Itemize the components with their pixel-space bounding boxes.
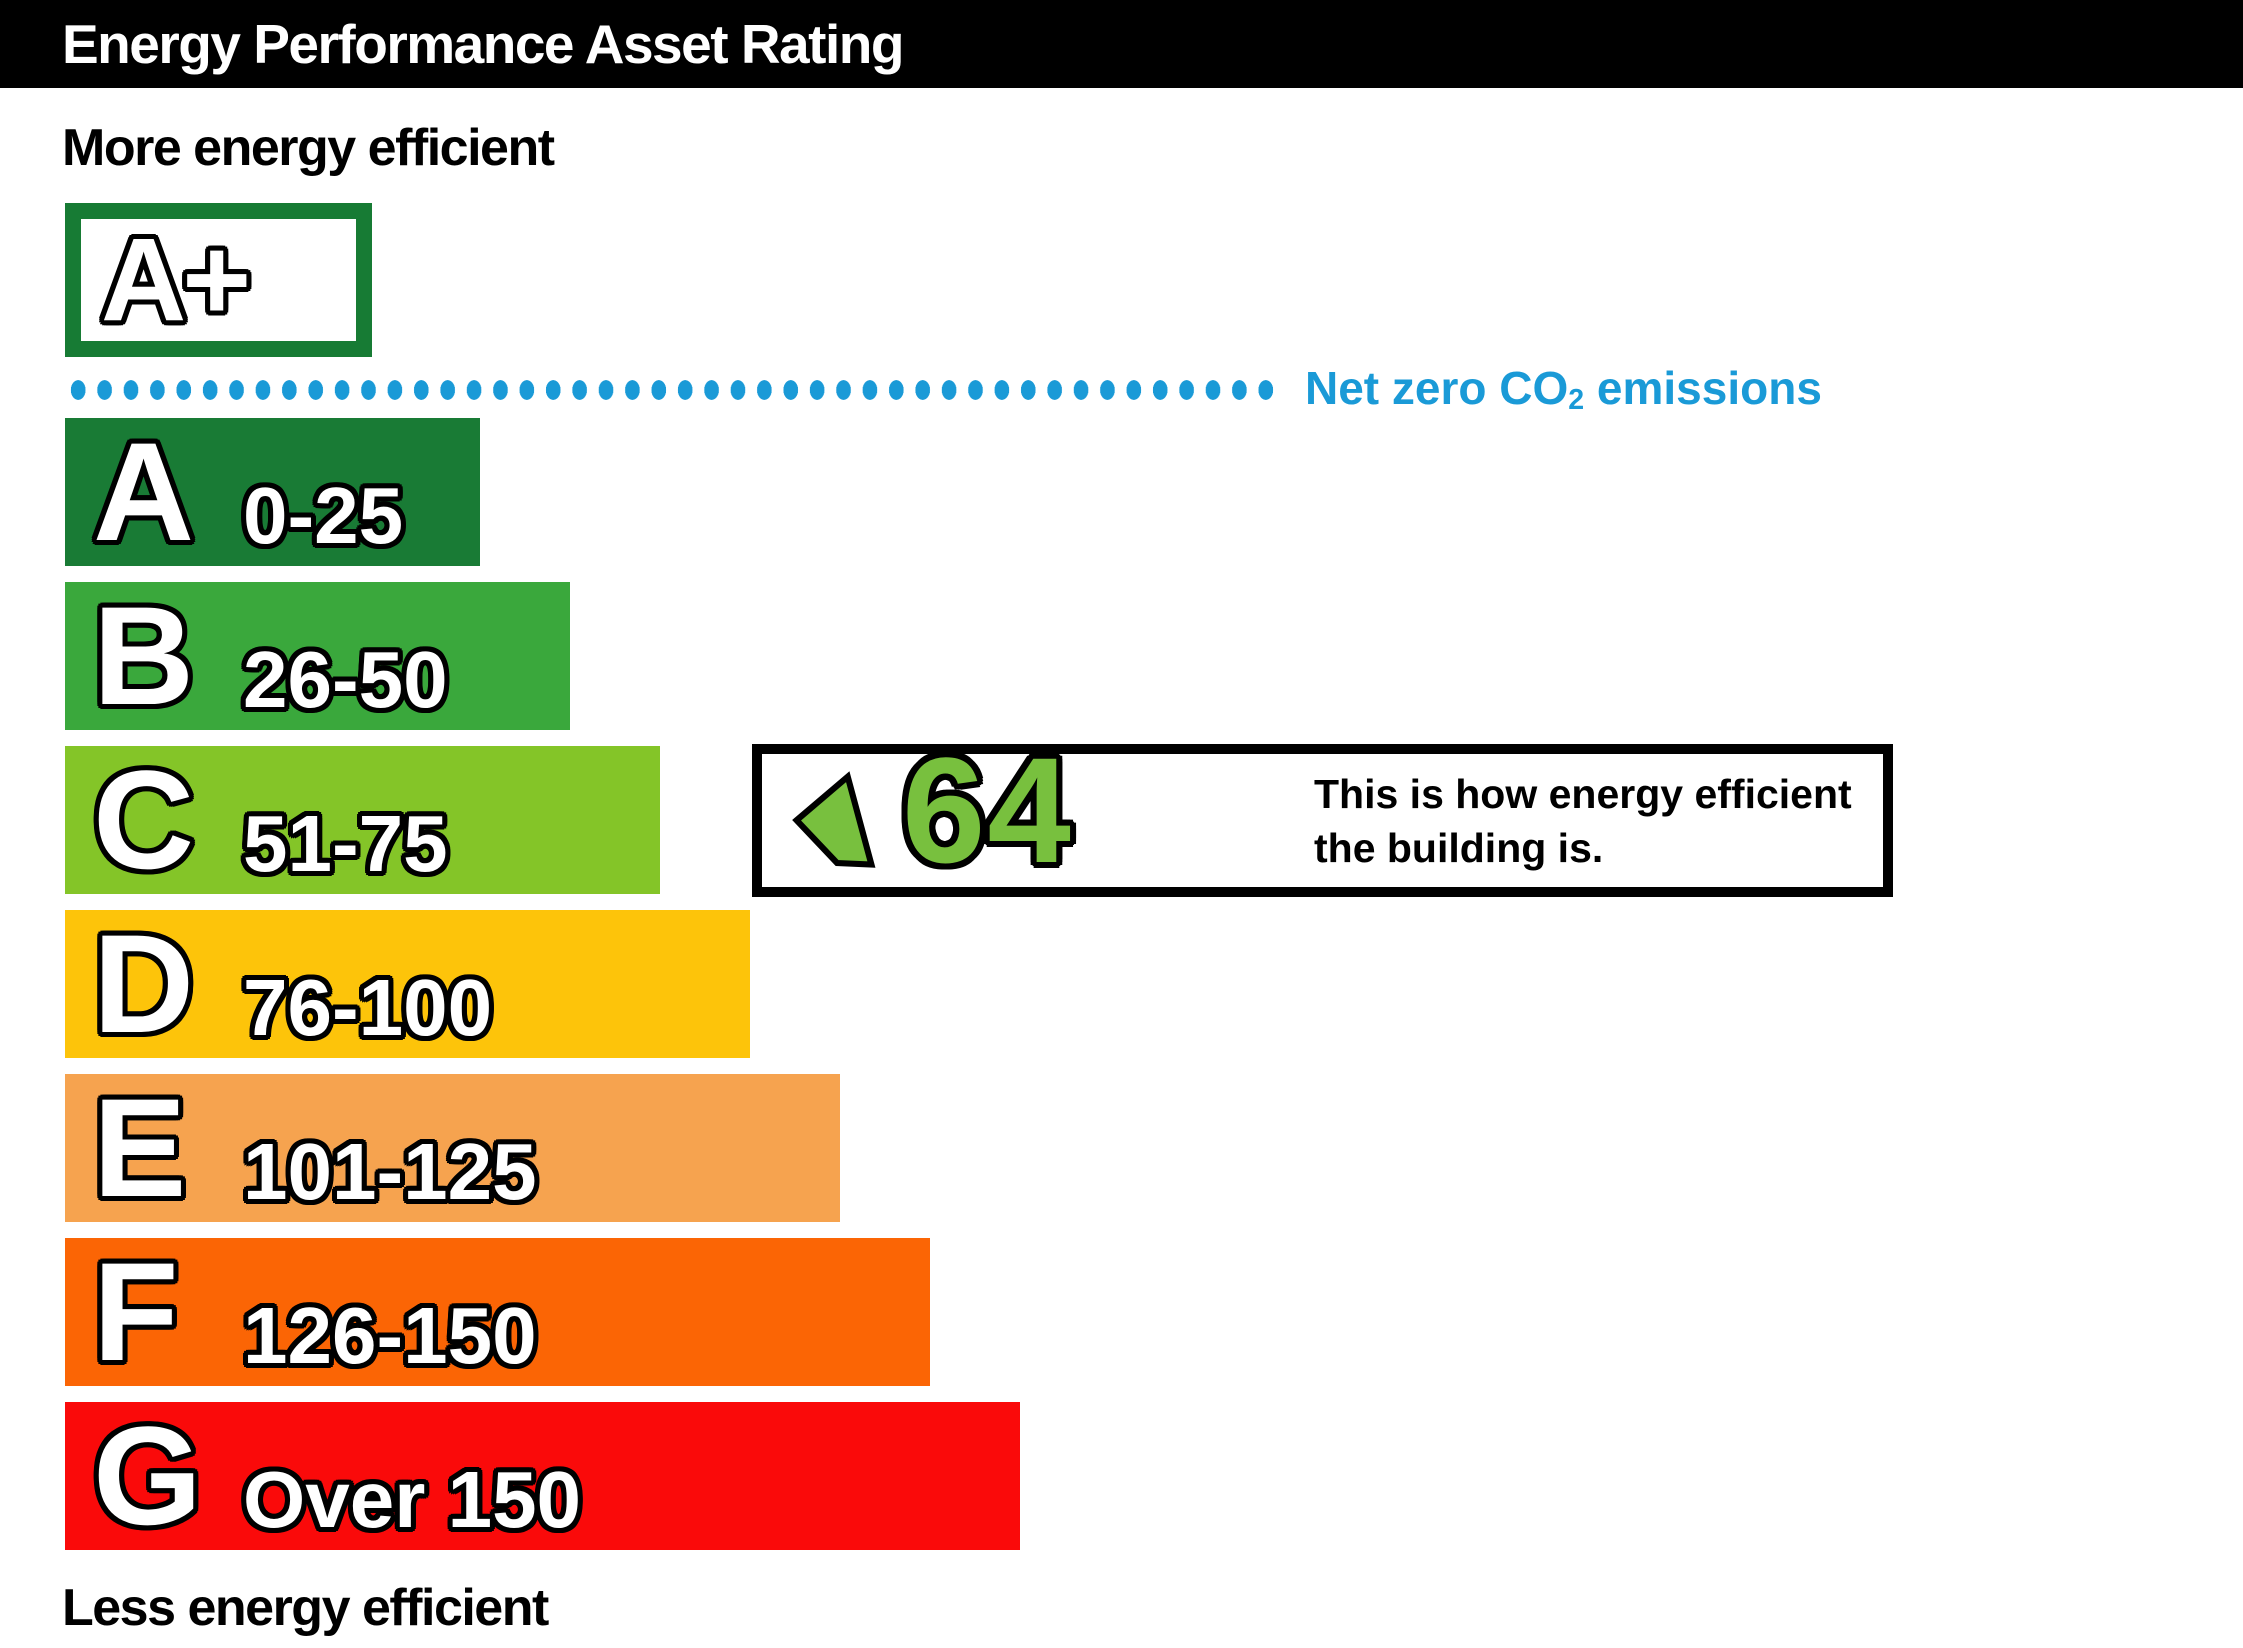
band-a-range: 0-25 [243, 471, 404, 560]
band-b: B 26-50 [65, 582, 570, 730]
rating-indicator: 64 This is how energy efficient the buil… [752, 735, 1893, 897]
band-c-letter: C [93, 741, 194, 898]
band-b-range: 26-50 [243, 635, 448, 724]
rating-description-line1: This is how energy efficient [1314, 770, 1852, 817]
netzero-text-pre: Net zero CO [1305, 362, 1569, 414]
left-arrow-icon [792, 770, 876, 868]
band-c: C 51-75 [65, 746, 660, 894]
band-a-plus: A+ [65, 203, 372, 357]
band-b-letter: B [93, 577, 194, 734]
more-efficient-label: More energy efficient [62, 119, 555, 177]
band-a-plus-letter: A+ [101, 214, 251, 346]
page-title: Energy Performance Asset Rating [62, 13, 904, 75]
band-a: A 0-25 [65, 418, 480, 566]
netzero-dotted-line [65, 377, 1279, 403]
netzero-label: Net zero CO2 emissions [1305, 362, 1822, 426]
band-g-range: Over 150 [243, 1455, 582, 1544]
rating-description: This is how energy efficient the buildin… [1314, 767, 1852, 875]
band-f-letter: F [93, 1233, 179, 1390]
rating-description-line2: the building is. [1314, 824, 1604, 871]
band-c-range: 51-75 [243, 799, 448, 888]
band-e-range: 101-125 [243, 1127, 537, 1216]
rating-value: 64 [902, 726, 1073, 894]
band-f: F 126-150 [65, 1238, 930, 1386]
title-bar: Energy Performance Asset Rating [0, 0, 2243, 88]
band-a-letter: A [93, 413, 194, 570]
netzero-text-sub: 2 [1568, 384, 1585, 417]
band-d: D 76-100 [65, 910, 750, 1058]
netzero-text-post: emissions [1584, 362, 1822, 414]
band-e-letter: E [93, 1069, 186, 1226]
band-d-range: 76-100 [243, 963, 493, 1052]
band-g: G Over 150 [65, 1402, 1020, 1550]
band-d-letter: D [93, 905, 194, 1062]
band-f-range: 126-150 [243, 1291, 537, 1380]
band-g-letter: G [93, 1397, 202, 1554]
band-e: E 101-125 [65, 1074, 840, 1222]
less-efficient-label: Less energy efficient [62, 1579, 549, 1637]
